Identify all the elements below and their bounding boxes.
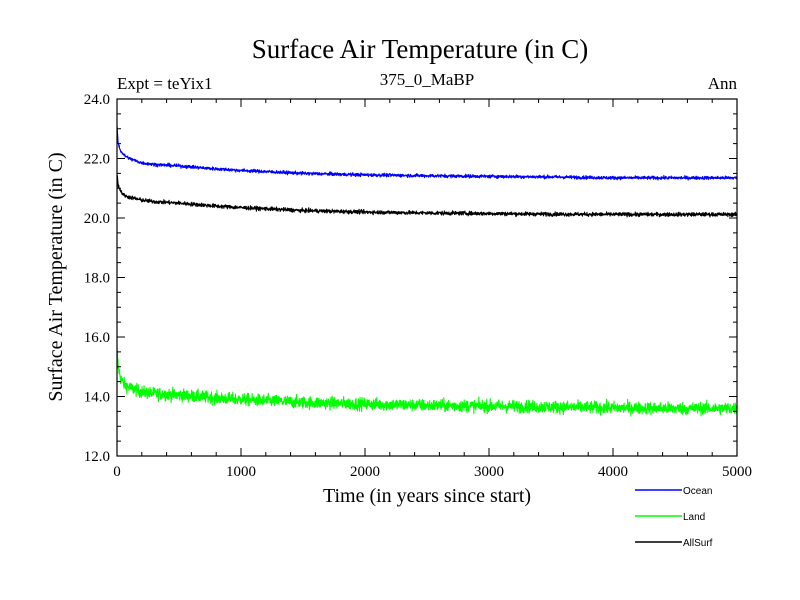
y-axis-label: Surface Air Temperature (in C) (45, 152, 67, 401)
experiment-label: Expt = teYix1 (117, 74, 213, 93)
x-tick-label: 3000 (474, 464, 504, 480)
x-tick-label: 4000 (598, 464, 628, 480)
y-tick-label: 18.0 (84, 271, 110, 287)
x-tick-label: 0 (113, 464, 121, 480)
series-line-land (116, 345, 738, 417)
y-tick-label: 12.0 (84, 449, 110, 465)
legend: Ocean Land AllSurf (635, 486, 713, 549)
x-tick-labels: 0 1000 2000 3000 4000 5000 (113, 464, 752, 480)
axis-ticks (116, 98, 738, 457)
period-label: 375_0_MaBP (380, 70, 474, 89)
plot-lines (116, 125, 738, 417)
y-tick-labels: 12.0 14.0 16.0 18.0 20.0 22.0 24.0 (84, 92, 110, 465)
legend-label-allsurf: AllSurf (683, 538, 713, 549)
x-tick-label: 5000 (722, 464, 752, 480)
series-line-ocean (116, 125, 738, 181)
x-tick-label: 1000 (226, 464, 256, 480)
season-label: Ann (708, 74, 738, 93)
y-tick-label: 16.0 (84, 330, 110, 346)
legend-label-land: Land (683, 512, 705, 523)
y-tick-label: 24.0 (84, 92, 110, 108)
y-tick-label: 20.0 (84, 211, 110, 227)
x-tick-label: 2000 (350, 464, 380, 480)
plot-frame (116, 98, 738, 457)
legend-label-ocean: Ocean (683, 486, 712, 497)
x-axis-label: Time (in years since start) (323, 485, 531, 507)
series-line-allsurf (116, 174, 738, 218)
y-tick-label: 22.0 (84, 152, 110, 168)
y-tick-label: 14.0 (84, 390, 110, 406)
chart-title: Surface Air Temperature (in C) (252, 34, 589, 64)
